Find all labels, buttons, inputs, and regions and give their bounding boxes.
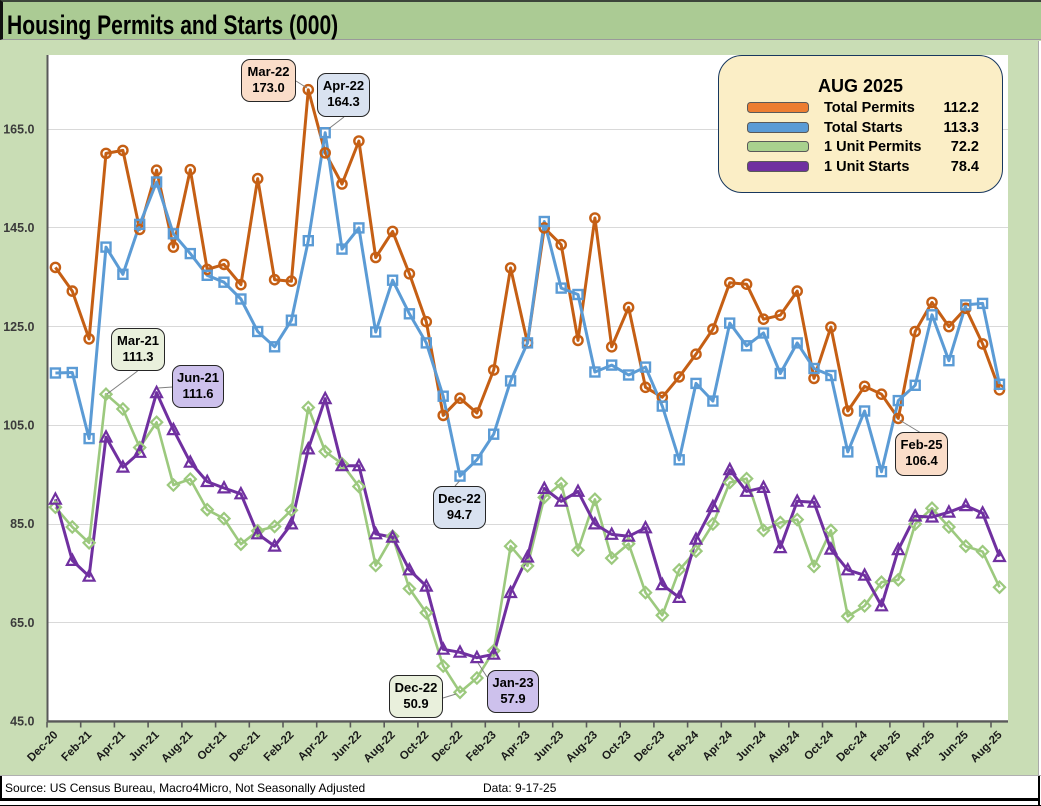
svg-text:Feb-25: Feb-25 — [869, 729, 904, 764]
svg-text:Dec-24: Dec-24 — [835, 729, 871, 765]
svg-text:Dec-20: Dec-20 — [25, 729, 60, 764]
svg-text:Feb-21: Feb-21 — [60, 729, 95, 764]
svg-text:Aug-22: Aug-22 — [362, 729, 398, 765]
svg-text:Dec-22: Dec-22 — [430, 729, 465, 764]
svg-text:45.0: 45.0 — [10, 715, 34, 729]
svg-text:Feb-22: Feb-22 — [262, 729, 297, 764]
svg-text:Jun-23: Jun-23 — [532, 729, 567, 764]
svg-text:Dec-21: Dec-21 — [228, 729, 264, 765]
svg-text:Jun-24: Jun-24 — [734, 729, 769, 764]
svg-text:105.0: 105.0 — [3, 419, 34, 433]
svg-text:Feb-23: Feb-23 — [464, 729, 499, 764]
svg-text:65.0: 65.0 — [10, 616, 34, 630]
svg-text:Aug-25: Aug-25 — [969, 729, 1005, 765]
svg-text:Aug-24: Aug-24 — [766, 729, 802, 765]
svg-text:Oct-21: Oct-21 — [195, 729, 229, 763]
svg-text:Feb-24: Feb-24 — [666, 729, 701, 764]
svg-text:Apr-23: Apr-23 — [498, 729, 532, 763]
svg-text:85.0: 85.0 — [10, 517, 34, 531]
svg-text:Apr-24: Apr-24 — [701, 729, 736, 764]
svg-text:Oct-22: Oct-22 — [398, 729, 432, 763]
svg-text:Apr-25: Apr-25 — [903, 729, 938, 764]
svg-text:Oct-23: Oct-23 — [600, 729, 634, 763]
svg-text:125.0: 125.0 — [3, 320, 34, 334]
svg-text:145.0: 145.0 — [3, 221, 34, 235]
svg-text:Jun-25: Jun-25 — [936, 729, 971, 764]
svg-text:Oct-24: Oct-24 — [802, 729, 836, 763]
svg-text:Aug-21: Aug-21 — [159, 729, 195, 765]
svg-text:165.0: 165.0 — [3, 122, 34, 136]
svg-text:Jun-21: Jun-21 — [127, 729, 162, 764]
svg-text:Jun-22: Jun-22 — [329, 729, 364, 764]
svg-text:Apr-21: Apr-21 — [94, 729, 129, 764]
svg-text:Dec-23: Dec-23 — [632, 729, 667, 764]
svg-text:Apr-22: Apr-22 — [296, 729, 330, 763]
svg-text:Aug-23: Aug-23 — [564, 729, 600, 765]
